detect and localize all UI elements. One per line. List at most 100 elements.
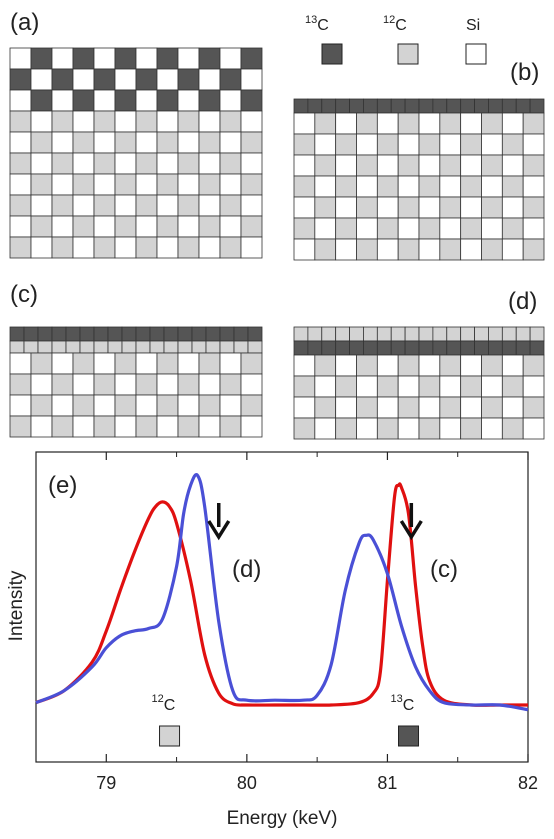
lattice-cell [198,236,221,259]
lattice-cell [93,352,116,375]
lattice-cell [481,354,503,377]
lattice-cell [293,238,316,261]
lattice-cell [9,340,25,354]
lattice-cell [51,236,74,259]
lattice-cell [72,415,95,438]
isotope-marker-label: 13C [391,693,415,714]
lattice-cell [293,375,316,398]
lattice-cell [418,175,441,198]
lattice-cell [529,326,545,342]
lattice-cell [397,154,420,177]
legend: 13C 12C Si [305,14,487,65]
lattice-cell [335,340,350,356]
lattice-cell [177,173,200,196]
lattice-cell [198,352,221,375]
lattice-cell [219,173,242,196]
lattice-c [9,326,263,438]
lattice-cell [356,396,378,419]
lattice-cell [307,340,323,356]
lattice-cell [51,68,74,91]
lattice-cell [363,98,378,114]
lattice-cell [293,154,316,177]
lattice-cell [114,89,137,112]
lattice-cell [314,217,337,240]
plot-frame [35,451,529,763]
lattice-cell [501,112,524,135]
lattice-cell [474,340,489,356]
lattice-cell [177,373,200,396]
lattice-cell [198,394,221,417]
lattice-cell [314,417,337,440]
lattice-cell [51,152,74,175]
lattice-cell [488,340,503,356]
lattice-cell [293,417,316,440]
isotope-markers: 12C 13C [152,693,420,747]
lattice-cell [376,196,399,219]
lattice-cell [460,354,482,377]
lattice-cell [114,194,137,217]
lattice-cell [156,131,179,154]
lattice-cell [418,133,441,156]
lattice-cell [293,175,316,198]
lattice-cell [349,326,364,342]
panel-c-label: (c) [10,281,38,308]
lattice-cell [397,417,420,440]
lattice-cell [460,326,475,342]
lattice-cell [418,154,441,177]
lattice-cell [460,175,482,198]
lattice-cell [501,133,524,156]
lattice-cell [335,112,357,135]
lattice-cell [363,340,378,356]
lattice-cell [30,352,53,375]
lattice-cell [522,217,545,240]
lattice-cell [522,354,545,377]
lattice-cell [376,112,399,135]
lattice-cell [356,154,378,177]
lattice-cell [9,415,32,438]
lattice-cell [240,173,263,196]
lattice-cell [114,47,137,70]
lattice-cell [93,131,116,154]
lattice-cell [163,326,179,342]
lattice-cell [156,236,179,259]
lattice-cell [72,110,95,133]
x-tick-label: 79 [96,773,116,793]
isotope-marker-swatch [398,725,420,747]
lattice-cell [30,373,53,396]
lattice-cell [376,396,399,419]
lattice-cell [114,394,137,417]
lattice-cell [314,175,337,198]
lattice-cell [114,352,137,375]
lattice-cell [240,194,263,217]
lattice-cell [397,133,420,156]
lattice-cell [51,394,74,417]
lattice-cell [376,238,399,261]
lattice-cell [240,47,263,70]
lattice-cell [439,112,462,135]
series-line-c [35,482,528,707]
lattice-cell [219,215,242,238]
lattice-cell [522,417,545,440]
lattice-cell [293,217,316,240]
lattice-cell [177,326,193,342]
lattice-cell [418,98,434,114]
lattice-cell [30,110,53,133]
lattice-cell [501,175,524,198]
spectrum-chart: 79 80 81 82 (e) (d) (c) 12C 13C Intensity En… [6,451,538,829]
lattice-cell [219,236,242,259]
lattice-cell [177,352,200,375]
lattice-cell [198,152,221,175]
lattice-cell [9,89,32,112]
lattice-cell [439,196,462,219]
legend-12c-swatch [397,43,419,65]
lattice-cell [522,375,545,398]
lattice-cell [501,98,517,114]
lattice-cell [418,112,441,135]
lattice-cell [439,175,462,198]
lattice-cell [240,236,263,259]
lattice-cell [460,417,482,440]
lattice-cell [93,89,116,112]
lattice-cell [9,326,25,342]
arrow-head [207,520,231,541]
lattice-cell [198,110,221,133]
